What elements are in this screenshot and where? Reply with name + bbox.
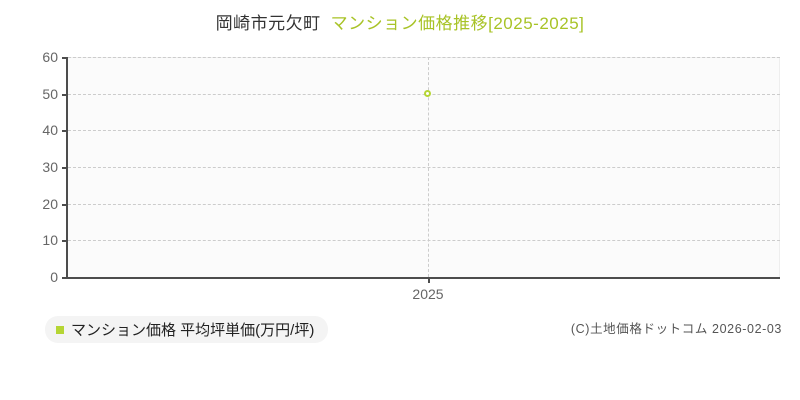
y-axis-tick-mark: [62, 277, 68, 279]
chart-title-series: マンション価格推移[2025-2025]: [330, 14, 585, 33]
chart-title-location: 岡崎市元欠町: [215, 14, 321, 33]
y-axis-tick-label: 30: [42, 159, 58, 175]
x-axis-tick-label: 2025: [412, 286, 444, 302]
y-axis-tick-mark: [62, 240, 68, 243]
legend-swatch-icon: [56, 325, 64, 334]
copyright-notice: (C)土地価格ドットコム 2026-02-03: [570, 322, 782, 336]
gridline-horizontal: [68, 57, 780, 58]
gridline-horizontal: [68, 240, 780, 242]
chart-plot-area: 0 10 20 30 40 50 60 2025: [42, 49, 780, 302]
y-axis-tick-mark: [62, 93, 68, 96]
gridline-horizontal: [68, 130, 780, 132]
gridline-horizontal: [68, 203, 780, 205]
y-axis-tick-label: 10: [42, 232, 58, 249]
y-axis-tick-label: 50: [42, 85, 58, 102]
y-axis-tick-mark: [62, 167, 68, 169]
chart-legend[interactable]: マンション価格 平均坪単価(万円/坪): [45, 316, 329, 343]
x-axis-tick-mark: [427, 277, 430, 283]
y-axis-tick-label: 40: [42, 122, 58, 139]
data-point-marker[interactable]: [423, 89, 431, 97]
page-title: 岡崎市元欠町 マンション価格推移[2025-2025]: [0, 9, 800, 34]
gridline-horizontal: [68, 167, 780, 168]
y-axis-tick-mark: [62, 130, 68, 133]
y-axis-tick-label: 20: [42, 195, 58, 212]
y-axis-tick-mark: [62, 57, 68, 59]
y-axis-tick-label: 0: [50, 269, 58, 285]
y-axis-tick-label: 60: [42, 49, 58, 65]
legend-item-label: マンション価格 平均坪単価(万円/坪): [71, 322, 315, 339]
y-axis-tick-mark: [62, 203, 68, 206]
gridline-vertical: [427, 57, 429, 277]
